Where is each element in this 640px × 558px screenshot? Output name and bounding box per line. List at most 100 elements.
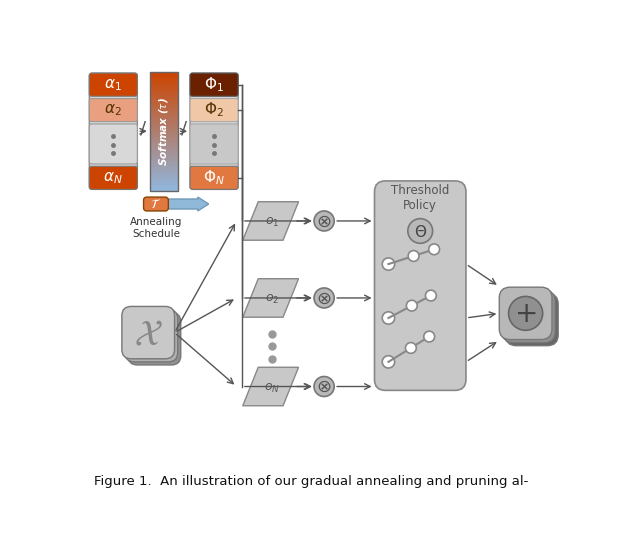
Text: $\mathcal{T}$: $\mathcal{T}$ <box>150 198 161 210</box>
Text: $\otimes$: $\otimes$ <box>316 213 332 230</box>
Bar <box>150 78 178 80</box>
FancyBboxPatch shape <box>90 73 138 96</box>
FancyBboxPatch shape <box>502 290 555 343</box>
Bar <box>150 183 178 186</box>
Bar <box>150 75 178 78</box>
Bar <box>150 141 178 144</box>
FancyBboxPatch shape <box>190 73 238 189</box>
Bar <box>150 189 178 191</box>
Text: $o_1$: $o_1$ <box>265 216 280 229</box>
FancyBboxPatch shape <box>190 166 238 189</box>
FancyBboxPatch shape <box>90 124 138 164</box>
Bar <box>150 109 178 112</box>
Bar <box>150 139 178 142</box>
Text: $\alpha_2$: $\alpha_2$ <box>104 102 122 118</box>
Circle shape <box>424 331 435 342</box>
Circle shape <box>314 377 334 397</box>
Bar <box>150 155 178 158</box>
Bar <box>150 135 178 138</box>
Bar <box>150 179 178 181</box>
Bar <box>150 123 178 126</box>
Bar <box>150 159 178 162</box>
Bar <box>150 167 178 170</box>
FancyBboxPatch shape <box>90 73 138 189</box>
Bar <box>150 117 178 120</box>
Bar <box>150 149 178 152</box>
Bar <box>150 153 178 156</box>
Bar <box>150 85 178 88</box>
Bar <box>150 127 178 130</box>
Text: $\Phi_1$: $\Phi_1$ <box>204 75 224 94</box>
FancyBboxPatch shape <box>90 166 138 189</box>
Polygon shape <box>243 278 298 317</box>
Polygon shape <box>243 201 298 240</box>
Bar <box>150 89 178 92</box>
Bar <box>150 84 178 86</box>
Bar <box>150 71 178 74</box>
Text: $\alpha_1$: $\alpha_1$ <box>104 77 122 93</box>
Circle shape <box>314 288 334 308</box>
Circle shape <box>509 296 543 330</box>
Circle shape <box>314 211 334 231</box>
Bar <box>150 181 178 184</box>
Bar <box>150 103 178 106</box>
Bar <box>150 165 178 167</box>
Bar <box>150 171 178 174</box>
Text: $o_2$: $o_2$ <box>265 293 279 306</box>
Circle shape <box>429 244 440 254</box>
Bar <box>150 112 178 114</box>
Circle shape <box>408 219 433 243</box>
Bar <box>150 173 178 176</box>
Bar <box>150 187 178 190</box>
Bar <box>150 126 178 128</box>
Bar <box>150 98 178 100</box>
Bar <box>150 88 178 90</box>
Bar <box>150 137 178 140</box>
Text: Figure 1.  An illustration of our gradual annealing and pruning al-: Figure 1. An illustration of our gradual… <box>94 475 529 488</box>
Text: $o_N$: $o_N$ <box>264 382 280 395</box>
Bar <box>150 175 178 177</box>
Circle shape <box>406 300 417 311</box>
Bar <box>150 80 178 82</box>
Text: $\alpha_N$: $\alpha_N$ <box>104 170 123 186</box>
Bar <box>150 133 178 136</box>
Text: $\mathcal{X}$: $\mathcal{X}$ <box>134 317 163 351</box>
Text: $\Phi_N$: $\Phi_N$ <box>203 169 225 187</box>
Bar <box>150 169 178 172</box>
Bar <box>150 161 178 163</box>
Text: $\Theta$: $\Theta$ <box>413 224 427 240</box>
Bar <box>150 71 178 191</box>
Bar <box>150 143 178 146</box>
FancyArrow shape <box>168 197 209 211</box>
FancyBboxPatch shape <box>190 73 238 96</box>
Bar <box>150 105 178 108</box>
Bar <box>150 92 178 94</box>
Text: $+$: $+$ <box>515 300 537 328</box>
Bar <box>150 81 178 84</box>
Bar <box>150 121 178 124</box>
Circle shape <box>382 312 395 324</box>
Bar <box>150 151 178 154</box>
Circle shape <box>382 258 395 270</box>
FancyBboxPatch shape <box>190 124 238 164</box>
Text: Softmax ($\tau$): Softmax ($\tau$) <box>157 97 170 166</box>
Circle shape <box>382 355 395 368</box>
FancyBboxPatch shape <box>506 294 558 346</box>
Circle shape <box>426 290 436 301</box>
FancyBboxPatch shape <box>128 312 180 365</box>
Bar <box>150 95 178 98</box>
Bar <box>150 102 178 104</box>
FancyBboxPatch shape <box>190 99 238 122</box>
Bar <box>150 129 178 132</box>
Bar <box>150 163 178 166</box>
Bar <box>150 185 178 187</box>
FancyBboxPatch shape <box>374 181 466 391</box>
FancyBboxPatch shape <box>125 310 178 362</box>
Circle shape <box>408 251 419 261</box>
Text: /: / <box>141 119 147 137</box>
Text: Threshold
Policy: Threshold Policy <box>391 184 449 212</box>
Text: Annealing
Schedule: Annealing Schedule <box>130 217 182 239</box>
Bar <box>150 93 178 96</box>
FancyBboxPatch shape <box>143 197 168 211</box>
FancyBboxPatch shape <box>90 99 138 122</box>
